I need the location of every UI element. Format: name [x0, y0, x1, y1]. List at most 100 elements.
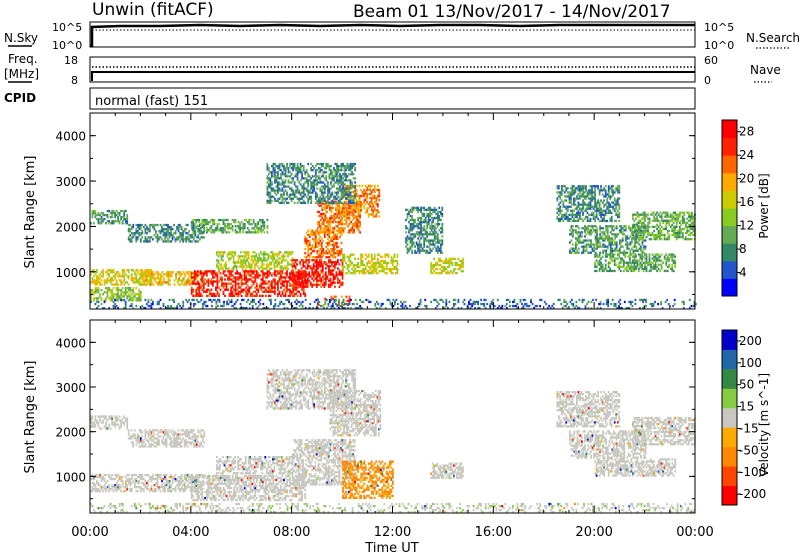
data-cell — [293, 278, 296, 281]
data-cell — [99, 273, 101, 276]
data-cell — [293, 259, 295, 262]
data-cell — [281, 267, 283, 270]
data-cell — [245, 292, 248, 295]
data-cell — [96, 218, 98, 221]
data-cell — [186, 232, 189, 235]
data-cell — [263, 221, 266, 224]
data-cell — [432, 233, 435, 236]
data-cell — [321, 216, 324, 220]
data-cell — [329, 279, 332, 282]
data-cell — [436, 237, 439, 240]
data-cell — [144, 228, 147, 231]
data-cell — [331, 185, 334, 188]
data-cell — [610, 255, 613, 258]
data-cell — [430, 212, 433, 216]
scatter-region — [316, 200, 361, 234]
data-cell — [589, 219, 592, 223]
data-cell — [274, 286, 276, 289]
data-cell — [595, 185, 598, 188]
data-cell — [326, 221, 328, 224]
data-cell — [336, 235, 338, 238]
data-cell — [329, 285, 332, 288]
data-cell — [613, 259, 616, 262]
data-cell — [342, 270, 344, 273]
data-cell — [288, 253, 291, 256]
data-cell — [336, 225, 339, 228]
data-cell — [334, 256, 337, 259]
data-cell — [435, 212, 438, 216]
data-cell — [96, 271, 98, 274]
data-cell — [121, 295, 124, 298]
data-cell — [287, 251, 289, 254]
data-cell — [601, 265, 604, 268]
data-cell — [563, 195, 566, 198]
data-cell — [166, 281, 168, 284]
data-cell — [252, 282, 255, 285]
data-cell — [240, 280, 243, 283]
data-cell — [130, 293, 133, 296]
data-cell — [644, 247, 647, 250]
data-cell — [142, 240, 145, 243]
data-cell — [324, 279, 327, 282]
data-cell — [562, 185, 565, 188]
data-cell — [348, 167, 350, 170]
data-cell — [187, 279, 190, 282]
data-cell — [326, 277, 329, 280]
data-cell — [337, 250, 340, 253]
data-cell — [285, 259, 288, 262]
data-cell — [179, 226, 181, 229]
data-cell — [308, 179, 311, 182]
data-cell — [187, 271, 190, 274]
data-cell — [462, 270, 464, 273]
data-cell — [228, 276, 231, 279]
data-cell — [325, 250, 328, 253]
data-cell — [286, 175, 288, 178]
data-cell — [409, 239, 412, 242]
data-cell — [615, 205, 618, 208]
data-cell — [580, 209, 583, 212]
data-cell — [179, 236, 181, 239]
data-cell — [577, 213, 580, 216]
data-cell — [603, 239, 606, 242]
data-cell — [316, 187, 319, 190]
data-cell — [627, 225, 630, 228]
data-cell — [573, 189, 575, 192]
data-cell — [328, 243, 331, 247]
data-cell — [345, 272, 347, 275]
data-cell — [595, 253, 598, 256]
data-cell — [301, 197, 303, 200]
data-cell — [129, 295, 132, 298]
data-cell — [585, 215, 587, 219]
data-cell — [590, 231, 592, 234]
data-cell — [261, 282, 264, 285]
data-cell — [433, 243, 436, 246]
data-cell — [462, 257, 464, 260]
data-cell — [189, 236, 192, 239]
data-cell — [323, 283, 326, 286]
data-cell — [321, 212, 324, 216]
data-cell — [606, 211, 609, 214]
data-cell — [609, 231, 612, 234]
data-cell — [345, 299, 348, 302]
data-cell — [308, 197, 311, 200]
data-cell — [296, 294, 299, 297]
data-cell — [301, 164, 303, 168]
data-cell — [330, 206, 333, 209]
data-cell — [326, 218, 328, 222]
data-cell — [224, 227, 226, 230]
data-cell — [619, 257, 622, 260]
data-cell — [415, 223, 418, 226]
data-cell — [347, 204, 349, 207]
data-cell — [105, 271, 107, 274]
data-cell — [195, 272, 198, 275]
data-cell — [349, 199, 352, 202]
data-cell — [340, 281, 342, 284]
data-cell — [246, 251, 249, 254]
data-cell — [432, 247, 435, 250]
data-cell — [96, 287, 98, 290]
data-cell — [379, 255, 382, 258]
data-cell — [277, 189, 279, 192]
data-cell — [592, 205, 595, 208]
data-cell — [198, 231, 201, 234]
data-cell — [114, 293, 116, 296]
